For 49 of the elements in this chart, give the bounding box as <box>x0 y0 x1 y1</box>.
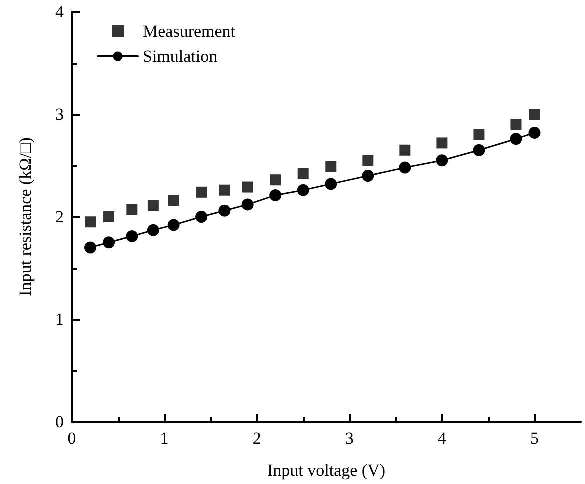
point <box>399 162 412 174</box>
point <box>103 236 116 249</box>
y-tick-label: 3 <box>56 105 64 124</box>
point <box>362 155 374 166</box>
legend-label: Simulation <box>143 47 218 66</box>
point <box>242 198 254 211</box>
x-tick-label: 3 <box>345 429 354 448</box>
point <box>219 184 230 196</box>
point <box>196 186 208 198</box>
point <box>436 154 448 167</box>
point <box>218 204 231 217</box>
legend-label: Measurement <box>143 22 236 41</box>
x-tick-label: 0 <box>68 429 76 448</box>
point <box>148 200 159 212</box>
x-axis-title: Input voltage (V) <box>267 461 386 480</box>
point <box>474 130 485 140</box>
point <box>510 119 522 130</box>
point <box>168 219 180 232</box>
point <box>436 138 448 149</box>
point <box>400 144 411 156</box>
point <box>510 133 522 146</box>
point <box>298 168 309 180</box>
y-tick-label: 1 <box>56 310 64 329</box>
point <box>528 126 541 139</box>
y-axis-title: Input resistance (kΩ/□) <box>16 138 35 296</box>
point <box>147 224 160 236</box>
point <box>168 195 180 206</box>
point <box>270 189 282 202</box>
point <box>473 144 486 156</box>
point <box>270 174 282 186</box>
point <box>362 170 374 182</box>
point <box>85 216 96 228</box>
point <box>126 204 138 216</box>
x-tick-label: 1 <box>160 429 169 448</box>
point <box>104 212 115 222</box>
point <box>196 211 208 223</box>
point <box>529 109 540 120</box>
point <box>325 178 338 190</box>
y-tick-label: 0 <box>56 412 64 432</box>
point <box>242 182 254 193</box>
point <box>84 242 97 254</box>
x-tick-label: 2 <box>252 429 262 448</box>
point <box>297 184 310 196</box>
y-tick-label: 4 <box>56 2 64 22</box>
point <box>326 161 337 172</box>
y-tick-label: 2 <box>56 208 64 226</box>
point <box>126 230 138 242</box>
x-tick-label: 5 <box>530 429 539 448</box>
x-tick-label: 4 <box>438 429 447 448</box>
